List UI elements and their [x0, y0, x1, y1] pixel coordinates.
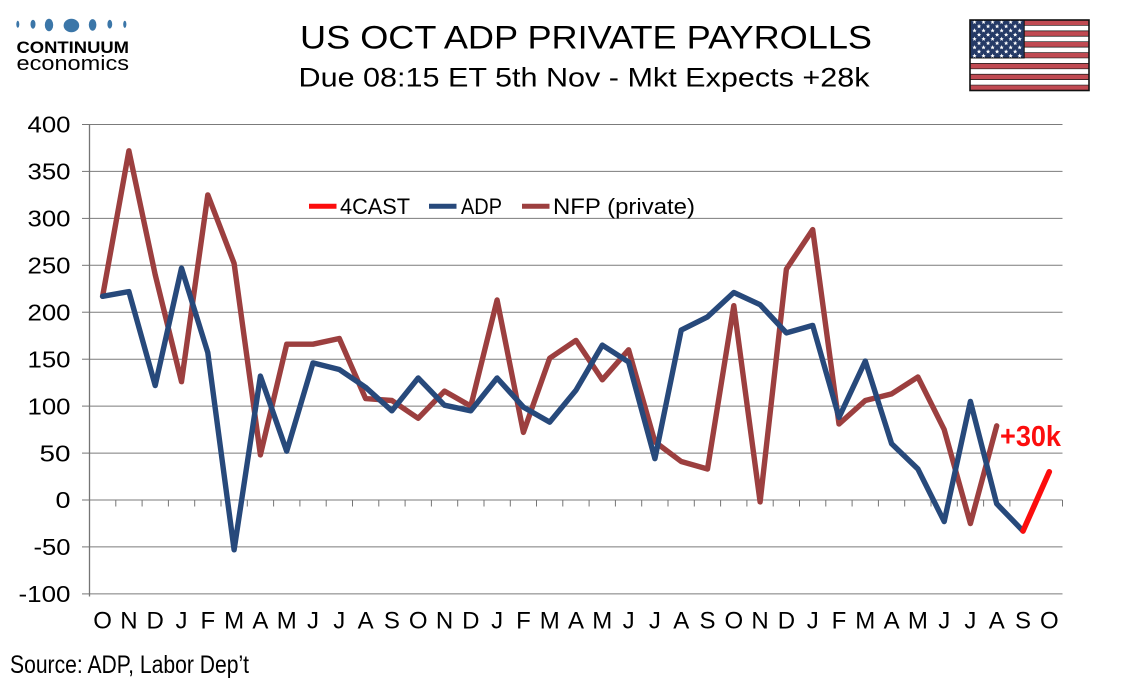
svg-text:J: J	[491, 608, 503, 635]
svg-text:A: A	[252, 608, 268, 635]
svg-text:100: 100	[28, 393, 71, 419]
svg-text:S: S	[1015, 608, 1031, 635]
svg-text:ADP: ADP	[461, 194, 502, 219]
svg-text:D: D	[462, 608, 479, 635]
svg-text:CONTINUUM: CONTINUUM	[17, 38, 130, 57]
svg-text:F: F	[832, 608, 847, 635]
svg-text:M: M	[277, 608, 297, 635]
svg-text:D: D	[147, 608, 164, 635]
svg-text:O: O	[409, 608, 428, 635]
svg-text:A: A	[673, 608, 689, 635]
svg-text:F: F	[516, 608, 531, 635]
svg-text:0: 0	[56, 487, 71, 513]
svg-text:S: S	[384, 608, 400, 635]
svg-text:Source: ADP, Labor Dep’t: Source: ADP, Labor Dep’t	[10, 651, 249, 679]
svg-text:A: A	[568, 608, 584, 635]
svg-text:4CAST: 4CAST	[340, 194, 410, 219]
svg-text:N: N	[436, 608, 453, 635]
svg-text:200: 200	[28, 299, 71, 325]
svg-text:J: J	[623, 608, 635, 635]
svg-text:economics: economics	[17, 52, 130, 75]
svg-text:J: J	[649, 608, 661, 635]
svg-text:F: F	[200, 608, 215, 635]
svg-text:-50: -50	[34, 534, 71, 560]
svg-text:-100: -100	[19, 581, 71, 607]
svg-text:N: N	[120, 608, 137, 635]
svg-text:150: 150	[28, 346, 71, 372]
svg-text:US OCT ADP PRIVATE PAYROLLS: US OCT ADP PRIVATE PAYROLLS	[300, 20, 872, 56]
svg-text:300: 300	[28, 206, 71, 232]
svg-text:M: M	[855, 608, 875, 635]
svg-text:S: S	[699, 608, 715, 635]
svg-text:Due 08:15 ET 5th Nov - Mkt Exp: Due 08:15 ET 5th Nov - Mkt Expects +28k	[299, 63, 871, 93]
svg-text:J: J	[333, 608, 345, 635]
svg-text:50: 50	[40, 440, 71, 466]
svg-text:M: M	[224, 608, 244, 635]
svg-text:J: J	[807, 608, 819, 635]
svg-text:A: A	[989, 608, 1005, 635]
svg-text:350: 350	[28, 159, 71, 185]
svg-text:M: M	[540, 608, 560, 635]
svg-text:J: J	[938, 608, 950, 635]
svg-text:J: J	[964, 608, 976, 635]
svg-text:D: D	[778, 608, 795, 635]
svg-text:+30k: +30k	[1000, 421, 1061, 453]
svg-text:M: M	[592, 608, 612, 635]
svg-text:400: 400	[28, 112, 71, 138]
svg-text:M: M	[908, 608, 928, 635]
svg-text:J: J	[176, 608, 188, 635]
svg-text:O: O	[93, 608, 112, 635]
svg-text:NFP (private): NFP (private)	[553, 194, 695, 219]
svg-text:250: 250	[28, 253, 71, 279]
svg-text:A: A	[884, 608, 900, 635]
svg-text:O: O	[1040, 608, 1059, 635]
svg-text:O: O	[724, 608, 743, 635]
svg-text:A: A	[358, 608, 374, 635]
svg-text:J: J	[307, 608, 319, 635]
svg-text:N: N	[751, 608, 768, 635]
